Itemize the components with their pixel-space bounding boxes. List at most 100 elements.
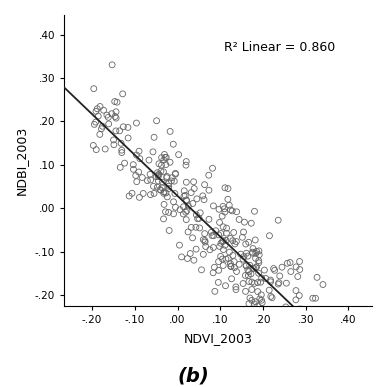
Point (275, 281, 281, 287)
Point (111, 137, 117, 143)
Point (312, 295, 319, 301)
Point (172, 170, 178, 176)
Point (157, 187, 163, 193)
Point (243, 262, 249, 269)
Point (218, 240, 224, 247)
Point (330, 325, 336, 331)
Point (241, 253, 247, 260)
Y-axis label: NDBI_2003: NDBI_2003 (15, 126, 28, 195)
Point (216, 219, 223, 226)
Point (185, 203, 192, 209)
Point (212, 288, 218, 295)
Point (233, 269, 240, 275)
Point (171, 211, 177, 217)
Point (257, 341, 263, 347)
Point (154, 170, 161, 176)
Point (245, 253, 251, 259)
Point (200, 193, 206, 199)
Point (109, 62, 115, 68)
Point (252, 208, 258, 214)
Point (333, 358, 339, 365)
Point (183, 158, 189, 164)
Point (272, 317, 278, 323)
Point (286, 318, 293, 324)
Point (253, 264, 260, 270)
Point (209, 165, 216, 171)
Point (91, 86, 97, 92)
Point (331, 334, 337, 340)
Point (289, 328, 295, 334)
Point (159, 185, 165, 191)
Point (317, 340, 323, 346)
Point (163, 161, 169, 168)
Point (156, 161, 162, 167)
Point (175, 152, 182, 158)
Point (228, 263, 234, 269)
Point (334, 371, 340, 377)
Point (276, 279, 282, 286)
Point (293, 297, 299, 303)
Point (120, 91, 126, 97)
Point (271, 265, 277, 272)
Point (117, 164, 123, 171)
Point (161, 189, 167, 195)
Point (155, 173, 161, 180)
Point (205, 172, 212, 178)
Point (240, 281, 246, 287)
Point (324, 334, 330, 340)
Point (133, 172, 139, 178)
Point (253, 248, 260, 255)
Point (172, 190, 178, 197)
Point (256, 260, 262, 266)
Point (209, 233, 215, 239)
Point (283, 304, 289, 310)
Point (167, 159, 173, 165)
Point (246, 269, 252, 275)
Point (202, 238, 208, 244)
Point (202, 239, 208, 245)
Point (239, 234, 245, 240)
Point (200, 251, 206, 257)
Point (201, 197, 207, 203)
Point (240, 229, 247, 235)
Point (130, 162, 136, 168)
Point (295, 325, 301, 331)
Point (246, 239, 252, 245)
Point (210, 270, 216, 276)
Point (248, 271, 254, 277)
Point (163, 154, 170, 161)
Point (253, 250, 259, 257)
Point (98, 126, 104, 132)
Point (183, 198, 190, 204)
Point (221, 206, 228, 212)
Point (150, 149, 156, 155)
Point (255, 279, 261, 286)
Point (163, 190, 169, 196)
Point (337, 353, 343, 360)
Point (266, 287, 272, 293)
Point (250, 306, 257, 312)
Point (245, 272, 252, 279)
Point (257, 296, 263, 302)
Point (216, 267, 222, 273)
Point (251, 301, 257, 307)
Point (147, 171, 153, 177)
Point (215, 279, 221, 286)
Point (147, 192, 154, 198)
Point (339, 360, 345, 366)
Point (225, 196, 231, 202)
Point (272, 267, 278, 274)
Point (233, 209, 240, 215)
Point (319, 363, 325, 369)
Point (231, 259, 237, 265)
Point (293, 288, 299, 294)
Point (298, 320, 304, 326)
Point (113, 115, 119, 121)
Point (101, 107, 107, 113)
Point (161, 190, 167, 197)
Point (163, 209, 169, 215)
Point (111, 142, 117, 148)
Point (167, 128, 173, 135)
Point (188, 224, 194, 231)
Point (219, 238, 226, 245)
